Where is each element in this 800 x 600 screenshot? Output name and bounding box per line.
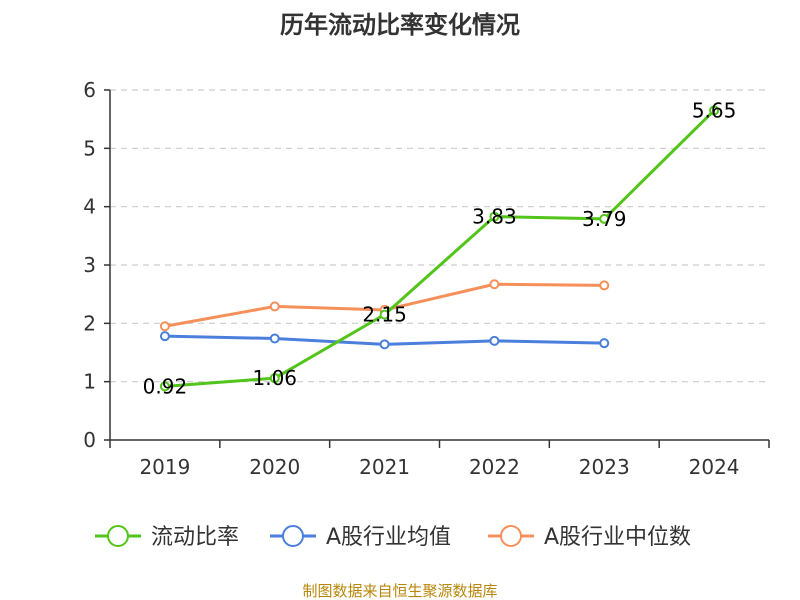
series <box>159 105 720 392</box>
data-label: 1.06 <box>252 366 297 390</box>
y-tick-label: 0 <box>83 428 96 452</box>
x-tick-label: 2020 <box>249 455 300 479</box>
legend-label: A股行业均值 <box>326 525 451 550</box>
legend-label: 流动比率 <box>151 525 239 550</box>
data-point <box>159 381 170 392</box>
legend[interactable]: 流动比率 A股行业均值 A股行业中位数 <box>95 525 691 550</box>
series-line <box>164 109 716 388</box>
y-tick-label: 2 <box>83 311 96 335</box>
data-label: 2.15 <box>362 303 407 327</box>
series-1 <box>159 331 610 350</box>
data-point <box>599 338 610 349</box>
data-point <box>159 331 170 342</box>
data-point <box>489 211 500 222</box>
data-point <box>489 279 500 290</box>
y-tick-label: 1 <box>83 370 96 394</box>
data-label: 3.83 <box>472 205 517 229</box>
y-tick-label: 3 <box>83 253 96 277</box>
series-0 <box>159 105 720 392</box>
x-tick-label: 2021 <box>359 455 410 479</box>
y-tick-label: 6 <box>83 78 96 102</box>
data-point <box>489 335 500 346</box>
x-tick-label: 2023 <box>579 455 630 479</box>
legend-item-1[interactable]: A股行业均值 <box>270 525 451 550</box>
x-tick-label: 2019 <box>139 455 190 479</box>
chart-title: 历年流动比率变化情况 <box>280 11 520 39</box>
data-labels: 0.92 1.06 2.15 3.83 3.79 5.65 <box>143 98 737 398</box>
data-point <box>269 333 280 344</box>
legend-label: A股行业中位数 <box>544 525 691 550</box>
x-tick-label: 2024 <box>689 455 740 479</box>
data-point <box>379 339 390 350</box>
legend-marker-icon <box>107 525 129 547</box>
data-point <box>159 321 170 332</box>
legend-item-2[interactable]: A股行业中位数 <box>488 525 691 550</box>
y-tick-label: 5 <box>83 136 96 160</box>
y-tick-label: 4 <box>83 195 96 219</box>
data-point <box>599 280 610 291</box>
data-point <box>269 301 280 312</box>
legend-marker-icon <box>282 525 304 547</box>
x-tick-label: 2022 <box>469 455 520 479</box>
data-label: 0.92 <box>143 374 188 398</box>
data-label: 5.65 <box>692 98 737 122</box>
data-point <box>709 105 720 116</box>
data-point <box>269 373 280 384</box>
axes: 0 1 2 3 4 5 6 2019 2020 2021 2022 2023 2024 <box>83 78 770 479</box>
data-point <box>379 309 390 320</box>
legend-marker-icon <box>500 525 522 547</box>
data-point <box>599 213 610 224</box>
legend-item-0[interactable]: 流动比率 <box>95 525 239 550</box>
source-note: 制图数据来自恒生聚源数据库 <box>302 582 497 600</box>
data-label: 3.79 <box>582 207 627 231</box>
